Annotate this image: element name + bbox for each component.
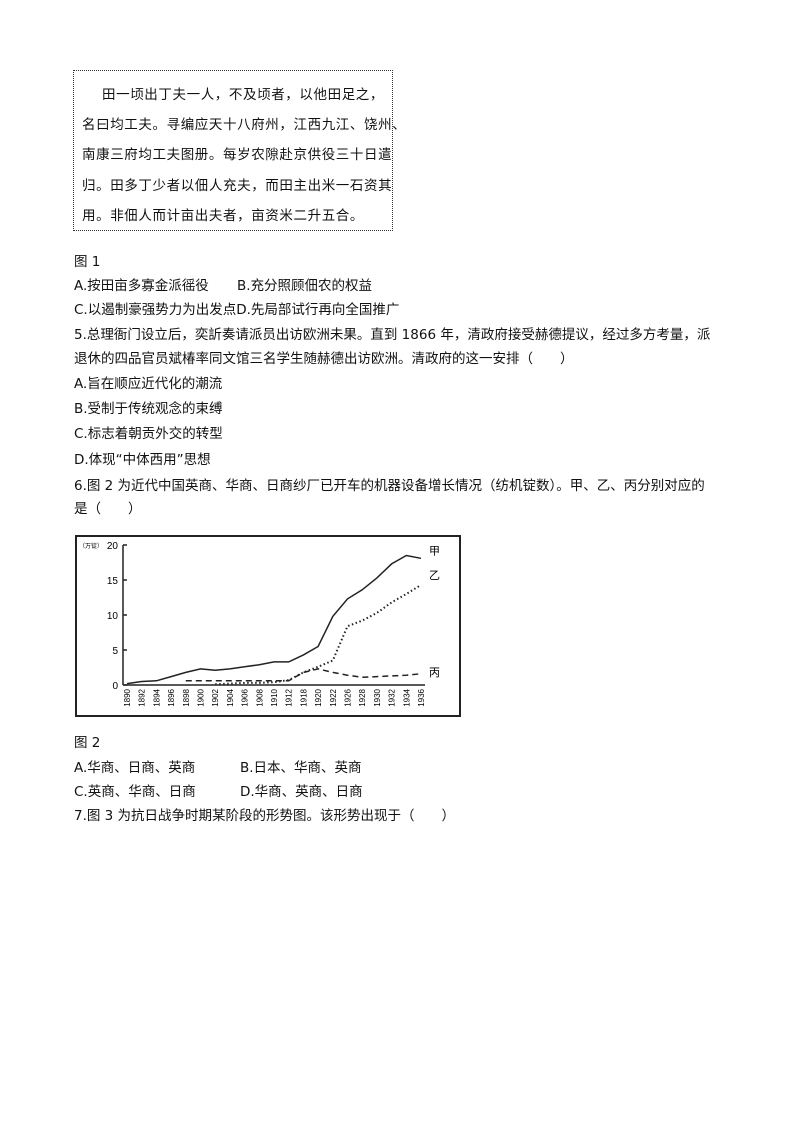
y-axis-unit: （万锭） bbox=[79, 542, 103, 550]
line-chart: 0 5 10 15 20 （万锭） 1890 1892 1894 1896 1898 1900 1902… bbox=[79, 541, 440, 707]
y-tick-label: 20 bbox=[107, 541, 119, 552]
x-tick-label: 1912 bbox=[285, 688, 294, 706]
q6-option-d: D.华商、英商、日商 bbox=[240, 784, 363, 800]
x-tick-label: 1932 bbox=[388, 688, 397, 706]
x-tick-label: 1908 bbox=[255, 688, 264, 706]
series-label: 甲 bbox=[429, 545, 440, 557]
q4-option-cd: C.以遏制豪强势力为出发点D.先局部试行再向全国推广 bbox=[74, 302, 400, 318]
quote-box: 田一顷出丁夫一人，不及顷者，以他田足之， 名曰均工夫。寻编应天十八府州，江西九江… bbox=[73, 70, 406, 231]
x-tick-label: 1900 bbox=[197, 688, 206, 706]
x-tick-label: 1926 bbox=[344, 688, 353, 706]
x-tick-label: 1892 bbox=[138, 688, 147, 706]
quote-line: 名曰均工夫。寻编应天十八府州，江西九江、饶州、 bbox=[82, 117, 407, 133]
q5-stem-line1: 5.总理衙门设立后，奕訢奏请派员出访欧洲未果。直到 1866 年，清政府接受赫德… bbox=[74, 327, 711, 343]
series-line-丙 bbox=[185, 668, 422, 682]
q6-stem-line2: 是（ ） bbox=[74, 501, 142, 517]
series-label: 乙 bbox=[429, 569, 440, 582]
x-tick-label: 1910 bbox=[270, 688, 279, 706]
x-tick-label: 1934 bbox=[402, 688, 411, 706]
x-tick-label: 1936 bbox=[417, 688, 426, 706]
q5-option-a: A.旨在顺应近代化的潮流 bbox=[74, 376, 223, 392]
series-label: 丙 bbox=[429, 667, 440, 679]
x-tick-label: 1930 bbox=[373, 688, 382, 706]
x-tick-label: 1922 bbox=[329, 688, 338, 706]
x-tick-label: 1902 bbox=[211, 688, 220, 706]
y-tick-label: 15 bbox=[107, 576, 119, 587]
q5-option-c: C.标志着朝贡外交的转型 bbox=[74, 426, 223, 442]
q5-stem-line2: 退休的四品官员斌椿率同文馆三名学生随赫德出访欧洲。清政府的这一安排（ ） bbox=[74, 351, 574, 367]
y-tick-label: 10 bbox=[107, 611, 119, 622]
figure2-caption: 图 2 bbox=[74, 735, 101, 751]
quote-line: 田一顷出丁夫一人，不及顷者，以他田足之， bbox=[102, 87, 384, 103]
q4-option-b: B.充分照顾佃农的权益 bbox=[237, 278, 373, 294]
q7-stem: 7.图 3 为抗日战争时期某阶段的形势图。该形势出现于（ ） bbox=[74, 808, 456, 824]
series-line-甲 bbox=[126, 554, 422, 685]
q6-option-b: B.日本、华商、英商 bbox=[240, 760, 362, 776]
quote-line: 南康三府均工夫图册。每岁农隙赴京供役三十日遣 bbox=[82, 147, 393, 163]
x-tick-label: 1920 bbox=[314, 688, 323, 706]
figure2-chart: 0 5 10 15 20 （万锭） 1890 1892 1894 1896 1898 1900 1902… bbox=[75, 535, 461, 717]
q6-option-c: C.英商、华商、日商 bbox=[74, 784, 196, 800]
q5-option-b: B.受制于传统观念的束缚 bbox=[74, 401, 223, 417]
q6-option-a: A.华商、日商、英商 bbox=[74, 760, 196, 776]
y-tick-label: 0 bbox=[112, 681, 118, 692]
x-tick-label: 1896 bbox=[167, 688, 176, 706]
x-tick-label: 1898 bbox=[182, 688, 191, 706]
q5-option-d: D.体现“中体西用”思想 bbox=[74, 452, 211, 468]
figure1-caption: 图 1 bbox=[74, 254, 101, 270]
quote-line: 归。田多丁少者以佃人充夫，而田主出米一石资其 bbox=[82, 178, 393, 194]
quote-line: 用。非佃人而计亩出夫者，亩资米二升五合。 bbox=[82, 208, 364, 224]
x-tick-label: 1894 bbox=[152, 688, 161, 706]
x-tick-label: 1918 bbox=[299, 688, 308, 706]
x-tick-label: 1906 bbox=[241, 688, 250, 706]
x-tick-label: 1928 bbox=[358, 688, 367, 706]
x-tick-label: 1904 bbox=[226, 688, 235, 706]
x-tick-label: 1890 bbox=[123, 688, 132, 706]
q4-option-a: A.按田亩多寡金派徭役 bbox=[74, 278, 209, 294]
q6-stem-line1: 6.图 2 为近代中国英商、华商、日商纱厂已开车的机器设备增长情况（纺机锭数）。… bbox=[74, 478, 705, 494]
y-tick-label: 5 bbox=[112, 646, 118, 657]
